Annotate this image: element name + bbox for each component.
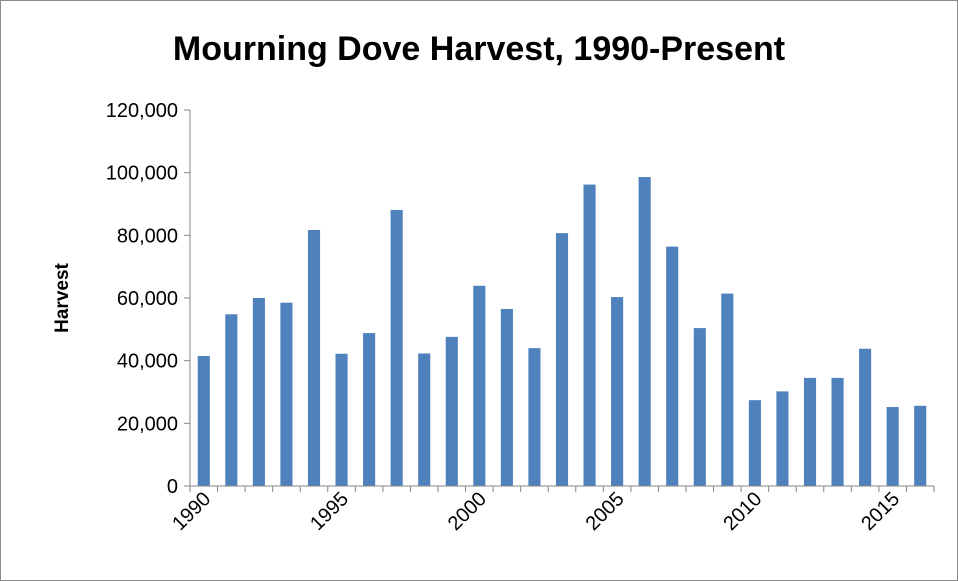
bar-2009	[721, 293, 734, 486]
bar-2008	[693, 328, 706, 486]
bar-1997	[390, 209, 403, 486]
y-tick-label: 100,000	[106, 163, 178, 185]
y-tick-label: 20,000	[117, 413, 178, 435]
x-tick-label: 1995	[306, 488, 353, 535]
bar-1990	[197, 355, 210, 486]
bar-2012	[803, 377, 817, 486]
bar-2013	[831, 377, 844, 486]
bar-2000	[473, 285, 486, 486]
bar-1991	[225, 314, 238, 486]
bar-1998	[418, 353, 431, 486]
y-tick-label: 120,000	[106, 100, 178, 122]
y-tick-label: 80,000	[117, 225, 178, 247]
bar-1996	[363, 333, 376, 486]
x-tick-label: 2000	[444, 488, 491, 535]
bar-2016	[914, 405, 927, 486]
bar-1993	[280, 302, 293, 486]
y-tick-label: 60,000	[117, 288, 178, 310]
bar-2007	[666, 246, 679, 486]
bars-layer	[197, 177, 927, 487]
y-tick-label: 0	[167, 476, 178, 498]
bar-2011	[776, 391, 789, 486]
bar-2006	[638, 177, 651, 487]
y-axis-title: Harvest	[52, 262, 73, 332]
x-tick-label: 2015	[857, 488, 904, 535]
bar-1995	[335, 353, 348, 486]
bar-1994	[307, 230, 321, 486]
bar-1999	[445, 336, 458, 486]
y-tick-label: 40,000	[117, 351, 178, 373]
bar-2003	[555, 233, 569, 486]
bar-2005	[611, 297, 624, 486]
bar-2015	[886, 407, 899, 486]
bar-2004	[583, 184, 596, 486]
x-tick-label: 2010	[719, 488, 766, 535]
bar-1992	[252, 298, 265, 486]
bar-2014	[859, 348, 872, 486]
bar-2002	[528, 348, 541, 486]
chart-title: Mourning Dove Harvest, 1990-Present	[172, 30, 786, 68]
bar-2001	[500, 308, 513, 486]
x-tick-label: 2005	[582, 488, 629, 535]
bar-2010	[748, 400, 761, 486]
